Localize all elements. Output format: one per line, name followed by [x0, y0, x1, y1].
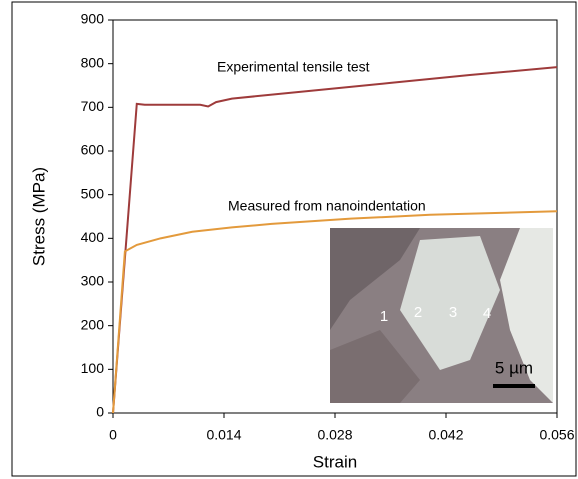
- x-axis-label: Strain: [313, 452, 357, 471]
- x-tick-label: 0.042: [428, 427, 463, 443]
- frame: [11, 1, 577, 477]
- x-tick-label: 0.028: [317, 427, 352, 443]
- grain: [330, 330, 420, 403]
- y-tick-label: 200: [81, 316, 105, 332]
- y-tick-label: 0: [96, 404, 104, 420]
- y-tick-label: 400: [81, 229, 105, 245]
- annotation: Measured from nanoindentation: [228, 198, 426, 214]
- grain: [330, 228, 420, 330]
- x-tick-label: 0: [109, 427, 117, 443]
- x-tick-label: 0.014: [206, 427, 241, 443]
- grain: [400, 236, 500, 370]
- annotation: Experimental tensile test: [217, 59, 370, 75]
- y-tick-label: 300: [81, 273, 105, 289]
- y-tick-label: 600: [81, 142, 105, 158]
- y-tick-label: 700: [81, 98, 105, 114]
- y-tick-label: 500: [81, 185, 105, 201]
- y-axis-label: Stress (MPa): [29, 167, 48, 266]
- y-tick-label: 800: [81, 54, 105, 70]
- inset-image: 1 2 3 4 5 µm: [330, 228, 553, 403]
- inset-label: 3: [449, 304, 457, 321]
- y-tick-label: 900: [81, 11, 105, 27]
- line: [112, 66, 558, 414]
- line: [112, 210, 558, 414]
- scale-bar-label: 5 µm: [495, 358, 533, 377]
- y-tick-label: 100: [81, 360, 105, 376]
- inset-label: 2: [414, 304, 422, 321]
- x-tick-label: 0.056: [539, 427, 574, 443]
- inset-label: 4: [483, 305, 491, 322]
- inset-label: 1: [380, 308, 388, 325]
- grain: [500, 228, 553, 403]
